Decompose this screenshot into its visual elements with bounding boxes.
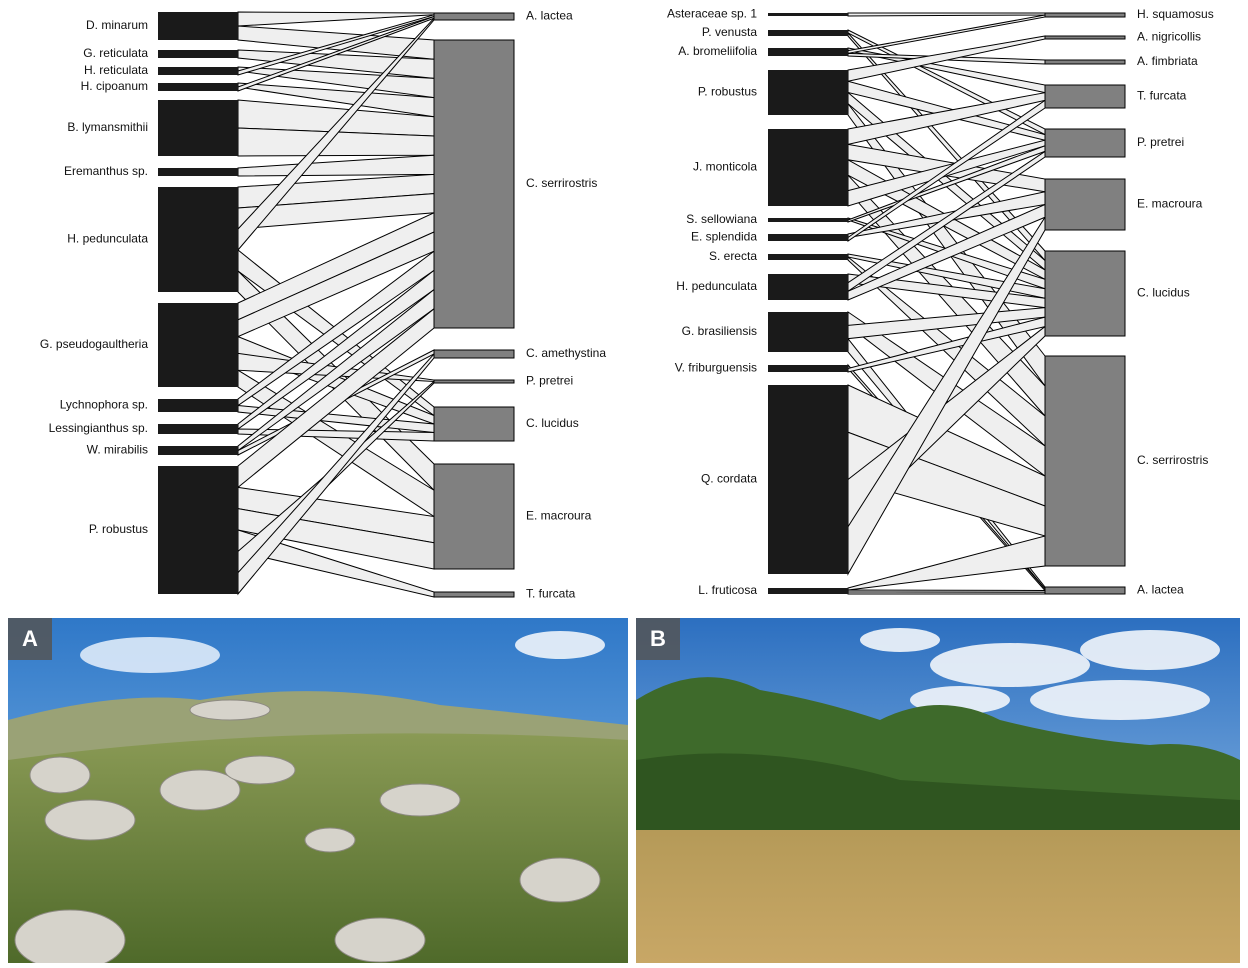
left-node-label: Lychnophora sp. [60,398,148,412]
left-node-label: W. mirabilis [87,443,148,457]
left-node-label: B. lymansmithii [67,120,148,134]
photo-label: A [22,626,38,651]
left-node-label: Eremanthus sp. [64,164,148,178]
left-node [768,218,848,222]
left-node [768,48,848,56]
right-node-label: C. lucidus [1137,286,1190,300]
left-node-label: P. venusta [702,25,757,39]
left-node-label: Lessingianthus sp. [49,421,148,435]
left-node [158,100,238,156]
left-node [768,312,848,352]
right-node-label: C. amethystina [526,346,606,360]
left-node-label: E. splendida [691,230,757,244]
left-node [158,303,238,387]
right-node-label: E. macroura [526,509,592,523]
left-node [158,424,238,434]
left-node [768,385,848,574]
photo-a: A [8,618,628,963]
left-node [768,129,848,206]
right-node-label: A. lactea [526,9,573,23]
left-node-label: Asteraceae sp. 1 [667,7,757,21]
left-node-label: J. monticola [693,160,757,174]
left-node-label: S. erecta [709,249,757,263]
left-node [158,466,238,594]
network-a: D. minarum G. reticulata H. reticulata H. c… [40,9,606,601]
right-node [434,407,514,441]
right-node-label: H. squamosus [1137,7,1214,21]
link [848,592,1045,594]
right-node [1045,587,1125,594]
left-node [768,274,848,300]
right-node [434,13,514,20]
photo-b: B [636,618,1240,963]
right-node [1045,356,1125,566]
link [848,13,1045,16]
right-node-label: A. nigricollis [1137,30,1201,44]
right-node [1045,60,1125,64]
link [848,536,1045,590]
left-node-label: A. bromeliifolia [678,44,757,58]
right-node-label: E. macroura [1137,197,1203,211]
left-node [768,254,848,260]
right-node [1045,85,1125,108]
left-node [158,446,238,455]
left-node [768,13,848,16]
left-node [158,168,238,176]
right-node-label: A. lactea [1137,583,1184,597]
right-node-label: C. serrirostris [526,176,597,190]
right-node [434,592,514,597]
left-node-label: H. pedunculata [67,232,148,246]
right-node [1045,129,1125,157]
right-node [1045,179,1125,230]
left-node [768,234,848,241]
left-node [158,187,238,292]
left-node [768,70,848,115]
left-node [158,399,238,412]
right-node-label: P. pretrei [1137,135,1184,149]
right-node [434,40,514,328]
left-node-label: V. friburguensis [675,361,757,375]
left-node [158,83,238,91]
right-node [434,380,514,383]
left-node [158,50,238,58]
link [848,15,1045,53]
left-node [768,365,848,372]
photo-label: B [650,626,666,651]
figure: D. minarum G. reticulata H. reticulata H. c… [0,0,1248,963]
left-node-label: P. robustus [698,85,757,99]
left-node-label: G. reticulata [83,46,148,60]
left-node-label: Q. cordata [701,472,757,486]
left-node [768,588,848,594]
right-node [434,350,514,358]
right-node-label: C. serrirostris [1137,453,1208,467]
left-node-label: L. fruticosa [698,583,757,597]
right-node-label: T. furcata [526,587,576,601]
network-b: Asteraceae sp. 1 P. venusta A. bromeliifol… [667,7,1214,598]
right-node [1045,251,1125,336]
left-node-label: H. cipoanum [81,79,148,93]
left-node [768,30,848,36]
left-node-label: G. brasiliensis [682,324,757,338]
left-node [158,67,238,75]
left-node-label: P. robustus [89,522,148,536]
link [238,155,434,176]
right-node-label: T. furcata [1137,89,1187,103]
left-node-label: S. sellowiana [686,212,757,226]
left-node-label: G. pseudogaultheria [40,337,148,351]
right-node-label: A. fimbriata [1137,54,1198,68]
left-node-label: D. minarum [86,18,148,32]
right-node [1045,13,1125,17]
right-node [1045,36,1125,39]
right-node-label: P. pretrei [526,374,573,388]
left-node-label: H. pedunculata [676,279,757,293]
left-node [158,12,238,40]
right-node-label: C. lucidus [526,416,579,430]
right-node [434,464,514,569]
left-node-label: H. reticulata [84,63,148,77]
